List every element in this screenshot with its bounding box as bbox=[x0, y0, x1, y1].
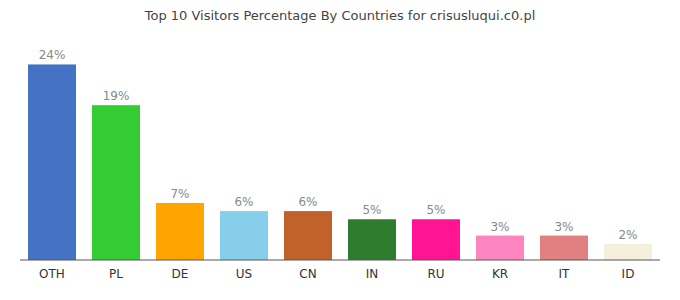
chart-container: Top 10 Visitors Percentage By Countries … bbox=[0, 0, 680, 300]
chart-svg: Top 10 Visitors Percentage By Countries … bbox=[0, 0, 680, 300]
bar bbox=[92, 105, 140, 260]
data-label: 2% bbox=[618, 228, 637, 242]
data-label: 7% bbox=[170, 187, 189, 201]
x-tick-label: CN bbox=[299, 267, 316, 281]
x-axis-line bbox=[20, 260, 660, 261]
x-tick-label: RU bbox=[427, 267, 444, 281]
chart-title: Top 10 Visitors Percentage By Countries … bbox=[144, 8, 536, 23]
x-tick-label: OTH bbox=[39, 267, 65, 281]
data-label: 6% bbox=[298, 195, 317, 209]
bar bbox=[348, 219, 396, 260]
data-label: 5% bbox=[426, 203, 445, 217]
bar bbox=[412, 219, 460, 260]
x-tick-label: US bbox=[236, 267, 252, 281]
data-label: 3% bbox=[554, 220, 573, 234]
data-label: 6% bbox=[234, 195, 253, 209]
data-label: 24% bbox=[39, 48, 66, 62]
data-label: 5% bbox=[362, 203, 381, 217]
x-tick-label: KR bbox=[492, 267, 508, 281]
bar bbox=[156, 203, 204, 260]
x-tick-label: ID bbox=[622, 267, 635, 281]
data-label: 19% bbox=[103, 89, 130, 103]
bar bbox=[284, 211, 332, 260]
x-tick-labels: OTH PL DE US CN IN RU KR IT ID bbox=[39, 267, 634, 281]
bar bbox=[476, 236, 524, 260]
x-tick-label: DE bbox=[172, 267, 189, 281]
data-labels: 24% 19% 7% 6% 6% 5% 5% 3% 3% 2% bbox=[39, 48, 638, 241]
bar bbox=[28, 64, 76, 260]
bar bbox=[540, 236, 588, 260]
x-tick-label: PL bbox=[109, 267, 123, 281]
bar bbox=[220, 211, 268, 260]
data-label: 3% bbox=[490, 220, 509, 234]
bars bbox=[28, 64, 652, 260]
x-tick-label: IT bbox=[559, 267, 571, 281]
x-tick-label: IN bbox=[366, 267, 379, 281]
bar bbox=[604, 244, 652, 260]
